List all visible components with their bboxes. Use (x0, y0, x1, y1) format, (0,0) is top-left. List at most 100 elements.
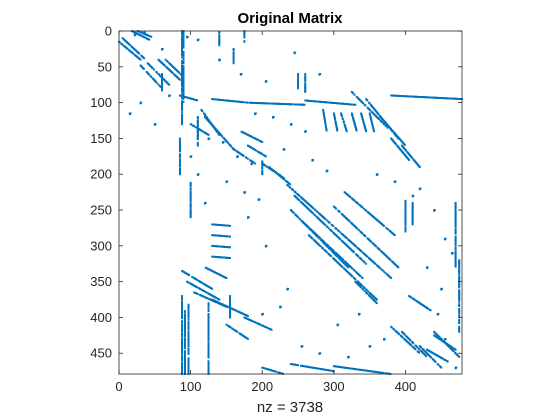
nonzero-mark-3044 (458, 301, 460, 303)
nonzero-mark-2977 (455, 249, 457, 251)
nonzero-mark-3065 (458, 331, 460, 333)
nonzero-mark-2540 (179, 173, 181, 175)
nonzero-mark-3319 (279, 307, 281, 309)
nonzero-mark-3153 (218, 44, 220, 46)
nonzero-mark-2604 (181, 359, 183, 361)
nonzero-mark-3141 (218, 32, 220, 34)
nonzero-mark-952 (354, 94, 356, 96)
axes-box (119, 31, 462, 374)
nonzero-mark-2889 (229, 317, 231, 319)
nonzero-mark-3373 (455, 367, 457, 369)
nonzero-mark-3241 (186, 37, 188, 39)
nonzero-mark-1835 (275, 371, 277, 373)
nonzero-mark-1656 (412, 342, 414, 344)
nonzero-mark-283 (243, 155, 245, 157)
nonzero-mark-3059 (458, 322, 460, 324)
nonzero-mark-3376 (437, 314, 439, 316)
nonzero-mark-2503 (183, 98, 185, 100)
nonzero-mark-2955 (455, 226, 457, 228)
y-tick-label-5: 250 (90, 203, 112, 218)
nonzero-mark-3295 (326, 170, 328, 172)
nonzero-mark-3028 (458, 286, 460, 288)
nonzero-mark-2462 (183, 62, 185, 64)
nonzero-mark-511 (365, 263, 367, 265)
y-tick-label-1: 50 (98, 59, 112, 74)
nonzero-mark-3301 (433, 210, 435, 212)
nonzero-mark-1266 (373, 130, 375, 132)
nonzero-mark-2576 (181, 330, 183, 332)
nonzero-mark-3168 (233, 62, 235, 64)
nonzero-mark-2519 (179, 150, 181, 152)
nonzero-mark-2799 (208, 310, 210, 312)
nonzero-mark-658 (362, 277, 364, 279)
nonzero-mark-1641 (418, 352, 420, 354)
nonzero-mark-3382 (394, 181, 396, 183)
nonzero-mark-2764 (190, 188, 192, 190)
nonzero-mark-3304 (444, 238, 446, 240)
nonzero-mark-2033 (243, 101, 245, 103)
nonzero-mark-2701 (188, 317, 190, 319)
nonzero-mark-3361 (337, 324, 339, 326)
nonzero-mark-817 (397, 266, 399, 268)
nonzero-mark-1154 (326, 130, 328, 132)
nonzero-mark-686 (330, 255, 332, 257)
nonzero-mark-2090 (291, 103, 293, 105)
nonzero-mark-3235 (143, 32, 145, 34)
nonzero-mark-3286 (251, 163, 253, 165)
nonzero-mark-2702 (188, 319, 190, 321)
nonzero-mark-744 (335, 208, 337, 210)
nonzero-mark-1129 (419, 166, 421, 168)
nonzero-mark-2430 (181, 123, 183, 125)
nonzero-mark-1441 (236, 331, 238, 333)
nonzero-mark-3283 (236, 156, 238, 158)
nonzero-mark-3253 (265, 81, 267, 83)
nonzero-mark-3265 (272, 117, 274, 119)
nonzero-mark-3385 (412, 196, 414, 198)
nonzero-mark-345 (289, 183, 291, 185)
y-tick-label-6: 300 (90, 238, 112, 253)
nonzero-mark-1724 (447, 361, 449, 363)
nonzero-mark-1852 (297, 364, 299, 366)
nonzero-mark-398 (332, 225, 334, 227)
nonzero-mark-2334 (208, 134, 210, 136)
nonzero-mark-2656 (184, 347, 186, 349)
nonzero-mark-1638 (415, 348, 417, 350)
y-tick-label-2: 100 (90, 95, 112, 110)
nonzero-mark-1177 (336, 130, 338, 132)
y-tick-label-0: 0 (105, 24, 112, 39)
nonzero-mark-3313 (440, 289, 442, 291)
nonzero-mark-1245 (365, 130, 367, 132)
y-tick-label-7: 350 (90, 274, 112, 289)
nonzero-mark-921 (390, 277, 392, 279)
nonzero-mark-3379 (376, 174, 378, 176)
nonzero-mark-3292 (311, 160, 313, 162)
nonzero-mark-1510 (229, 225, 231, 227)
nonzero-mark-2792 (190, 216, 192, 218)
nonzero-mark-3256 (294, 52, 296, 54)
x-axis-label: nz = 3738 (257, 399, 323, 416)
nonzero-mark-3340 (154, 124, 156, 126)
nonzero-mark-2290 (261, 141, 263, 143)
nonzero-mark-3307 (451, 253, 453, 255)
nonzero-mark-3322 (301, 346, 303, 348)
chart-title: Original Matrix (237, 10, 343, 27)
nonzero-mark-3394 (190, 156, 192, 158)
nonzero-mark-3047 (458, 305, 460, 307)
nonzero-mark-1349 (197, 293, 199, 295)
nonzero-mark-1532 (229, 236, 231, 238)
nonzero-mark-2568 (181, 322, 183, 324)
nonzero-mark-948 (376, 302, 378, 304)
nonzero-mark-3054 (458, 315, 460, 317)
x-tick-label-4: 400 (395, 379, 417, 394)
nonzero-mark-2546 (181, 299, 183, 301)
x-tick-label-0: 0 (115, 379, 122, 394)
nonzero-mark-146 (168, 84, 170, 86)
nonzero-mark-1696 (440, 367, 442, 369)
nonzero-mark-3199 (161, 90, 163, 92)
nonzero-mark-3177 (243, 37, 245, 39)
nonzero-mark-3289 (283, 149, 285, 151)
nonzero-mark-3262 (254, 113, 256, 115)
nonzero-mark-199 (201, 110, 203, 112)
nonzero-mark-395 (329, 222, 331, 224)
nonzero-mark-3268 (290, 124, 292, 126)
